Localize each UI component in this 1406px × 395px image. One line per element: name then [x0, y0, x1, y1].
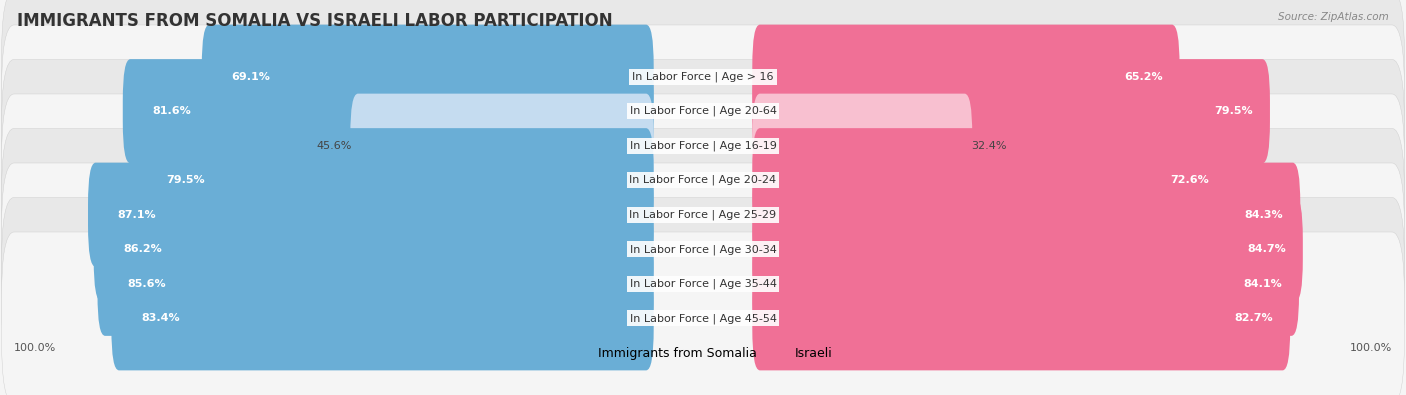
Text: 84.7%: 84.7% — [1247, 244, 1285, 254]
Text: 81.6%: 81.6% — [152, 106, 191, 116]
Text: 84.1%: 84.1% — [1243, 279, 1282, 289]
Text: In Labor Force | Age > 16: In Labor Force | Age > 16 — [633, 71, 773, 82]
Text: 86.2%: 86.2% — [124, 244, 162, 254]
Text: 82.7%: 82.7% — [1234, 313, 1272, 323]
Text: In Labor Force | Age 35-44: In Labor Force | Age 35-44 — [630, 278, 776, 289]
FancyBboxPatch shape — [1, 232, 1405, 395]
FancyBboxPatch shape — [122, 59, 654, 164]
Text: IMMIGRANTS FROM SOMALIA VS ISRAELI LABOR PARTICIPATION: IMMIGRANTS FROM SOMALIA VS ISRAELI LABOR… — [17, 12, 613, 30]
FancyBboxPatch shape — [752, 231, 1299, 336]
FancyBboxPatch shape — [752, 266, 1291, 371]
Text: In Labor Force | Age 20-64: In Labor Force | Age 20-64 — [630, 106, 776, 117]
Text: 84.3%: 84.3% — [1244, 210, 1284, 220]
FancyBboxPatch shape — [752, 94, 973, 198]
Text: 65.2%: 65.2% — [1123, 72, 1163, 82]
FancyBboxPatch shape — [752, 59, 1270, 164]
FancyBboxPatch shape — [752, 128, 1226, 232]
Text: In Labor Force | Age 16-19: In Labor Force | Age 16-19 — [630, 141, 776, 151]
FancyBboxPatch shape — [1, 128, 1405, 301]
FancyBboxPatch shape — [752, 197, 1303, 301]
Text: 32.4%: 32.4% — [972, 141, 1007, 151]
FancyBboxPatch shape — [1, 60, 1405, 232]
Text: 79.5%: 79.5% — [1215, 106, 1253, 116]
FancyBboxPatch shape — [136, 128, 654, 232]
FancyBboxPatch shape — [97, 231, 654, 336]
Text: In Labor Force | Age 20-24: In Labor Force | Age 20-24 — [630, 175, 776, 186]
Text: Source: ZipAtlas.com: Source: ZipAtlas.com — [1278, 12, 1389, 22]
Text: 79.5%: 79.5% — [166, 175, 204, 185]
Text: 87.1%: 87.1% — [118, 210, 156, 220]
Text: 83.4%: 83.4% — [141, 313, 180, 323]
Text: 100.0%: 100.0% — [1350, 342, 1392, 353]
FancyBboxPatch shape — [752, 163, 1301, 267]
Text: 69.1%: 69.1% — [232, 72, 270, 82]
Legend: Immigrants from Somalia, Israeli: Immigrants from Somalia, Israeli — [568, 342, 838, 365]
FancyBboxPatch shape — [1, 25, 1405, 198]
FancyBboxPatch shape — [94, 197, 654, 301]
FancyBboxPatch shape — [1, 163, 1405, 335]
Text: 45.6%: 45.6% — [316, 141, 352, 151]
FancyBboxPatch shape — [1, 198, 1405, 370]
FancyBboxPatch shape — [1, 0, 1405, 163]
Text: 85.6%: 85.6% — [127, 279, 166, 289]
FancyBboxPatch shape — [111, 266, 654, 371]
FancyBboxPatch shape — [89, 163, 654, 267]
Text: In Labor Force | Age 45-54: In Labor Force | Age 45-54 — [630, 313, 776, 324]
FancyBboxPatch shape — [1, 94, 1405, 267]
Text: 72.6%: 72.6% — [1171, 175, 1209, 185]
FancyBboxPatch shape — [752, 24, 1180, 129]
Text: In Labor Force | Age 30-34: In Labor Force | Age 30-34 — [630, 244, 776, 254]
FancyBboxPatch shape — [350, 94, 654, 198]
Text: In Labor Force | Age 25-29: In Labor Force | Age 25-29 — [630, 209, 776, 220]
Text: 100.0%: 100.0% — [14, 342, 56, 353]
FancyBboxPatch shape — [202, 24, 654, 129]
